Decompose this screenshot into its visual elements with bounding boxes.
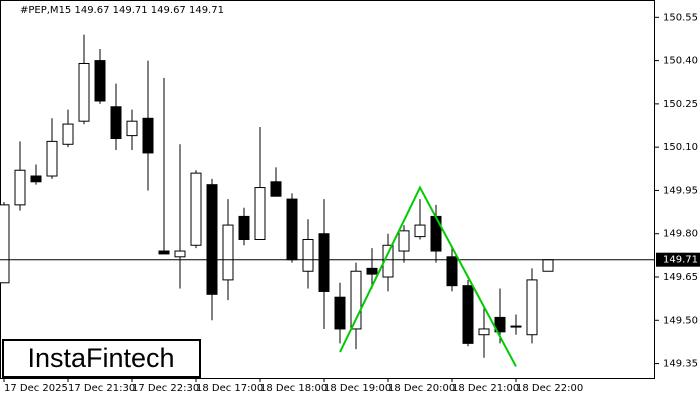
x-tick-label: 17 Dec 21:30 <box>68 383 135 394</box>
candle-body <box>78 62 90 122</box>
candle-body <box>222 224 234 281</box>
logo-box <box>2 339 201 378</box>
x-tick-label: 18 Dec 18:00 <box>260 383 327 394</box>
candle-body <box>350 270 362 330</box>
y-tick-label: 150.10 <box>663 142 698 153</box>
candle-body <box>62 123 74 145</box>
candle-body <box>398 230 410 252</box>
candle-body <box>238 215 250 240</box>
candle-body <box>478 328 490 336</box>
candle-body <box>190 172 202 246</box>
last-price-label: 149.71 <box>663 255 698 266</box>
candle-body <box>14 169 26 206</box>
logo: InstaFintech <box>27 343 174 373</box>
y-tick-label: 149.95 <box>663 185 698 196</box>
candle-body <box>94 60 106 102</box>
candle-body <box>302 238 314 272</box>
candle-body <box>142 117 154 154</box>
candle-body <box>334 296 346 330</box>
x-tick-label: 18 Dec 21:00 <box>452 383 519 394</box>
candle-body <box>462 285 474 344</box>
candle-body <box>174 250 186 258</box>
candle-body <box>446 256 458 287</box>
y-tick-label: 150.55 <box>663 12 698 23</box>
candle-body <box>158 250 170 255</box>
candle-body <box>254 187 266 240</box>
x-tick-label: 18 Dec 17:00 <box>196 383 263 394</box>
x-tick-label: 17 Dec 22:30 <box>132 383 199 394</box>
candle-body <box>318 233 330 292</box>
candle-body <box>510 325 522 328</box>
pattern-line <box>339 185 517 367</box>
y-tick-label: 149.35 <box>663 359 698 370</box>
candle-body <box>366 267 378 275</box>
y-tick-label: 150.40 <box>663 56 698 67</box>
x-tick-label: 17 Dec 2025 <box>4 383 68 394</box>
candle-body <box>430 215 442 252</box>
candle-body <box>30 175 42 183</box>
last-price-box <box>656 252 700 267</box>
y-tick-label: 150.25 <box>663 99 698 110</box>
candle-body <box>110 106 122 140</box>
candle-body <box>0 204 10 284</box>
x-tick-label: 18 Dec 20:00 <box>388 383 455 394</box>
candle-body <box>206 184 218 295</box>
chart-header: #PEP,M15 149.67 149.71 149.67 149.71 <box>20 5 224 16</box>
candle-body <box>286 198 298 261</box>
candle-body <box>414 224 426 238</box>
x-tick-label: 18 Dec 19:00 <box>324 383 391 394</box>
candle-body <box>126 120 138 137</box>
plot-frame <box>0 0 655 379</box>
candle-body <box>494 316 506 333</box>
x-tick-label: 18 Dec 22:00 <box>516 383 583 394</box>
y-tick-label: 149.50 <box>663 315 698 326</box>
candle-body <box>46 140 58 177</box>
candle-body <box>382 244 394 278</box>
candle-body <box>526 279 538 336</box>
candle-body <box>270 181 282 197</box>
y-tick-label: 149.65 <box>663 272 698 283</box>
y-tick-label: 149.80 <box>663 229 698 240</box>
candle-body <box>542 259 554 272</box>
